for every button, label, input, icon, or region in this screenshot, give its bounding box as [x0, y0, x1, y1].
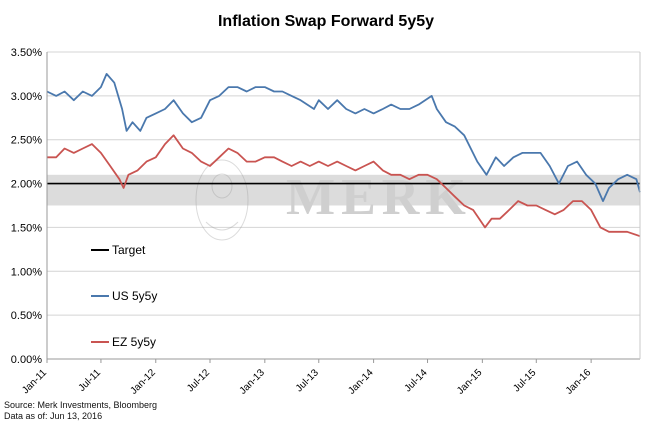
x-tick-label: Jul-15	[511, 367, 538, 394]
x-tick-label: Jul-12	[185, 367, 212, 394]
y-tick-label: 3.00%	[11, 91, 42, 103]
x-tick-label: Jan-13	[238, 367, 268, 397]
x-tick-label: Jan-16	[564, 367, 594, 397]
source-notes: Source: Merk Investments, Bloomberg Data…	[4, 400, 157, 422]
chart-title: Inflation Swap Forward 5y5y	[218, 13, 434, 30]
legend-label-us-5y5y: US 5y5y	[112, 289, 157, 303]
x-tick-label: Jul-13	[294, 367, 321, 394]
x-tick-label: Jan-15	[455, 367, 485, 397]
target-band	[47, 174, 640, 206]
y-tick-label: 0.50%	[11, 310, 42, 322]
legend-label-ez-5y5y: EZ 5y5y	[112, 335, 156, 349]
x-tick-label: Jul-11	[77, 367, 104, 394]
legend-label-target: Target	[112, 243, 146, 257]
x-tick-label: Jan-12	[128, 367, 158, 397]
y-tick-label: 1.50%	[11, 222, 42, 234]
series-line-ez-5y5y	[47, 134, 641, 238]
x-tick-label: Jul-14	[403, 367, 430, 394]
y-tick-label: 0.00%	[11, 354, 42, 366]
x-tick-label: Jan-14	[346, 367, 376, 397]
source-text: Source: Merk Investments, Bloomberg	[4, 400, 158, 410]
x-tick-label: Jan-11	[20, 367, 49, 396]
y-tick-label: 1.00%	[11, 266, 42, 278]
series-line-us-5y5y	[46, 73, 641, 203]
merk-seal-icon	[195, 159, 249, 241]
data-date-text: Data as of: Jun 13, 2016	[4, 411, 103, 421]
y-tick-label: 2.50%	[11, 135, 42, 147]
watermark-text: MERK	[286, 169, 472, 226]
y-tick-label: 2.00%	[11, 179, 42, 191]
y-tick-label: 3.50%	[11, 47, 42, 59]
